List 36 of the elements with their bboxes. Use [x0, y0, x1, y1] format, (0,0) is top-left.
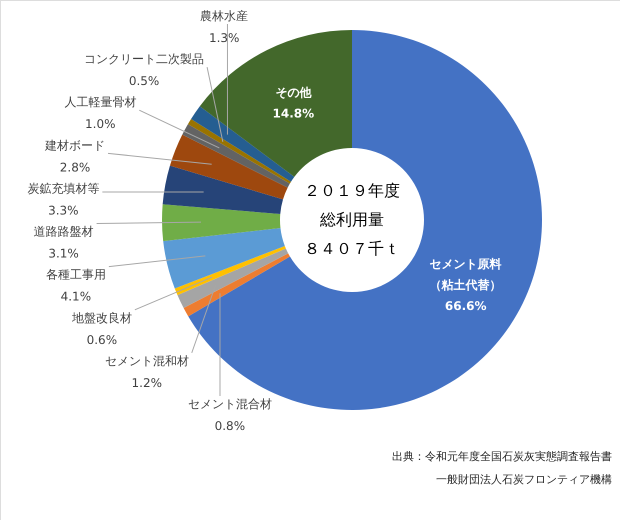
donut-slice	[188, 119, 292, 184]
data-label: 3.3%	[48, 203, 79, 218]
slice-label: コンクリート二次製品	[84, 52, 204, 66]
donut-slice	[162, 204, 280, 242]
slice-label: 炭鉱充填材等	[27, 181, 100, 196]
data-label: 0.8%	[214, 419, 246, 433]
donut-slice	[163, 228, 285, 288]
data-label: 1.3%	[208, 31, 240, 45]
slice-label: 人工軽量骨材	[64, 95, 136, 110]
slice-label: 建材ボード	[44, 138, 106, 152]
donut-slice	[174, 246, 286, 296]
donut-slice	[162, 166, 284, 214]
slice-label: 各種工事用	[46, 268, 106, 282]
slice-label: セメント原料（粘土代替）	[430, 257, 502, 292]
donut-slice	[170, 134, 288, 200]
slice-label: その他	[275, 85, 312, 100]
slice-label: セメント混和材	[104, 354, 189, 368]
source-note: 出典：令和元年度全国石炭灰実態調査報告書	[392, 450, 612, 463]
slice-label: 農林水産	[200, 9, 248, 23]
slice-label: 道路路盤材	[34, 224, 94, 239]
slice-label: 地盤改良材	[70, 310, 132, 325]
data-label: 0.5%	[128, 74, 160, 88]
data-label: 14.8%	[272, 106, 314, 120]
data-label: 1.2%	[132, 376, 162, 390]
data-label: 1.0%	[85, 117, 116, 132]
slice-label: セメント混合材	[188, 397, 272, 411]
text: ２０１９年度総利用量	[304, 181, 400, 229]
donut-slice	[182, 124, 290, 188]
donut-slice	[184, 253, 290, 316]
text: ８４０７千ｔ	[304, 239, 400, 258]
text: 一般財団法人石炭フロンティア機構	[436, 473, 612, 486]
data-label: 2.8%	[60, 160, 90, 174]
data-label: 3.1%	[48, 246, 79, 261]
data-label: 4.1%	[60, 290, 92, 304]
data-label: 0.6%	[86, 332, 118, 347]
data-label: 66.6%	[444, 299, 487, 314]
